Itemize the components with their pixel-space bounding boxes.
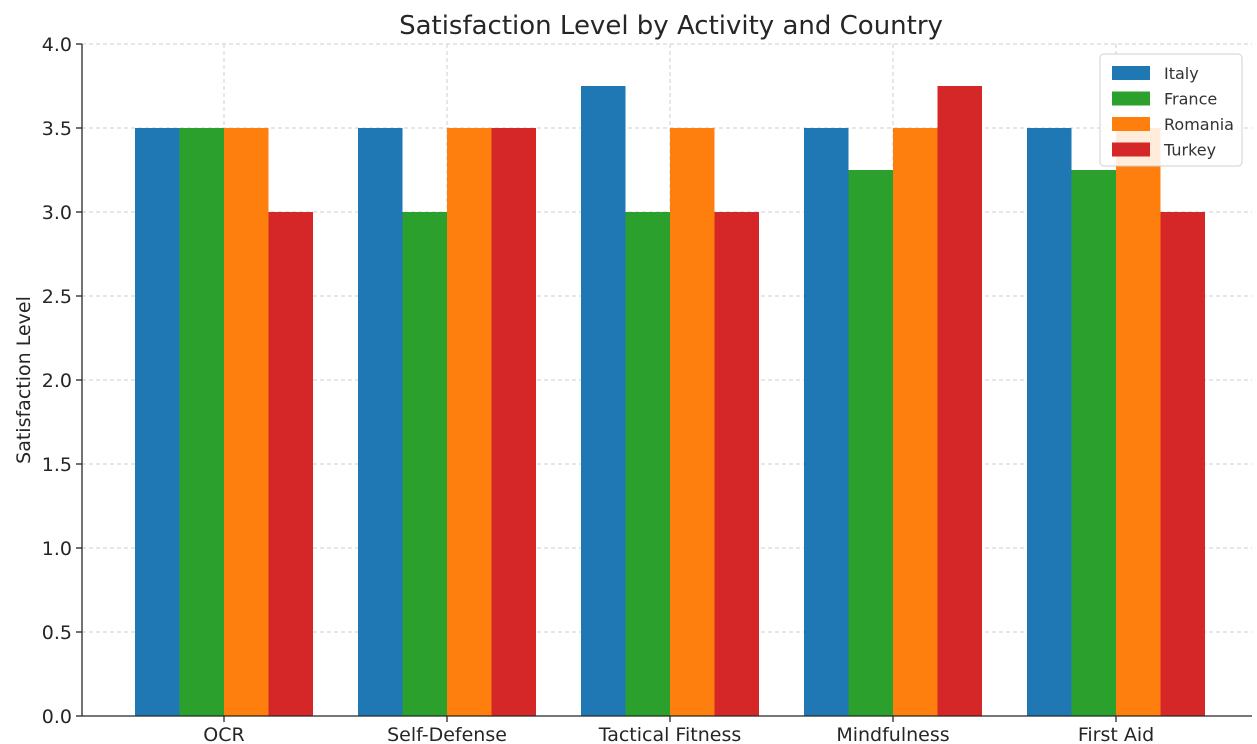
bar-france-4: [1071, 170, 1116, 716]
legend-swatch-italy: [1112, 66, 1150, 80]
y-tick-label: 3.0: [42, 202, 72, 224]
bar-italy-3: [804, 128, 849, 716]
chart-title: Satisfaction Level by Activity and Count…: [399, 11, 943, 41]
bar-france-3: [848, 170, 893, 716]
y-tick-label: 1.5: [42, 454, 72, 476]
bar-romania-1: [447, 128, 492, 716]
legend-label-italy: Italy: [1164, 64, 1199, 83]
bar-turkey-1: [491, 128, 536, 716]
bar-romania-3: [893, 128, 938, 716]
legend-label-romania: Romania: [1164, 115, 1234, 134]
x-tick-label: Self-Defense: [387, 724, 507, 744]
bar-italy-0: [135, 128, 180, 716]
x-tick-label: Mindfulness: [836, 724, 949, 744]
x-tick-label: First Aid: [1078, 724, 1154, 744]
x-tick-label: Tactical Fitness: [598, 724, 742, 744]
bar-italy-4: [1027, 128, 1072, 716]
bar-italy-1: [358, 128, 403, 716]
bar-turkey-0: [268, 212, 313, 716]
legend-box: [1099, 53, 1243, 167]
bar-italy-2: [581, 86, 626, 716]
x-tick-label: OCR: [203, 724, 244, 744]
y-tick-label: 2.5: [42, 286, 72, 308]
bars: [135, 86, 1205, 716]
legend-label-turkey: Turkey: [1163, 141, 1216, 160]
legend: Italy France Romania Turkey: [1099, 53, 1243, 167]
bar-romania-0: [224, 128, 269, 716]
y-tick-label: 0.0: [42, 706, 72, 728]
bar-romania-4: [1116, 128, 1161, 716]
y-tick-label: 1.0: [42, 538, 72, 560]
y-tick-label: 2.0: [42, 370, 72, 392]
legend-label-france: France: [1164, 90, 1217, 109]
legend-swatch-france: [1112, 91, 1150, 106]
bar-turkey-3: [937, 86, 982, 716]
y-tick-label: 3.5: [42, 118, 72, 140]
legend-swatch-turkey: [1112, 142, 1150, 157]
bar-france-2: [625, 212, 670, 716]
bar-turkey-2: [714, 212, 759, 716]
y-axis-label: Satisfaction Level: [13, 296, 35, 464]
bar-france-1: [402, 212, 447, 716]
bar-turkey-4: [1160, 212, 1205, 716]
legend-swatch-romania: [1112, 117, 1150, 131]
y-tick-label: 0.5: [42, 622, 72, 644]
y-tick-label: 4.0: [42, 34, 72, 56]
x-tick-labels: OCR Self-Defense Tactical Fitness Mindfulne…: [203, 716, 1154, 744]
bar-romania-2: [670, 128, 715, 716]
bar-france-0: [179, 128, 224, 716]
y-tick-labels: 0.0 0.5 1.0 1.5 2.0 2.5 3.0 3.5 4.0: [42, 34, 82, 728]
